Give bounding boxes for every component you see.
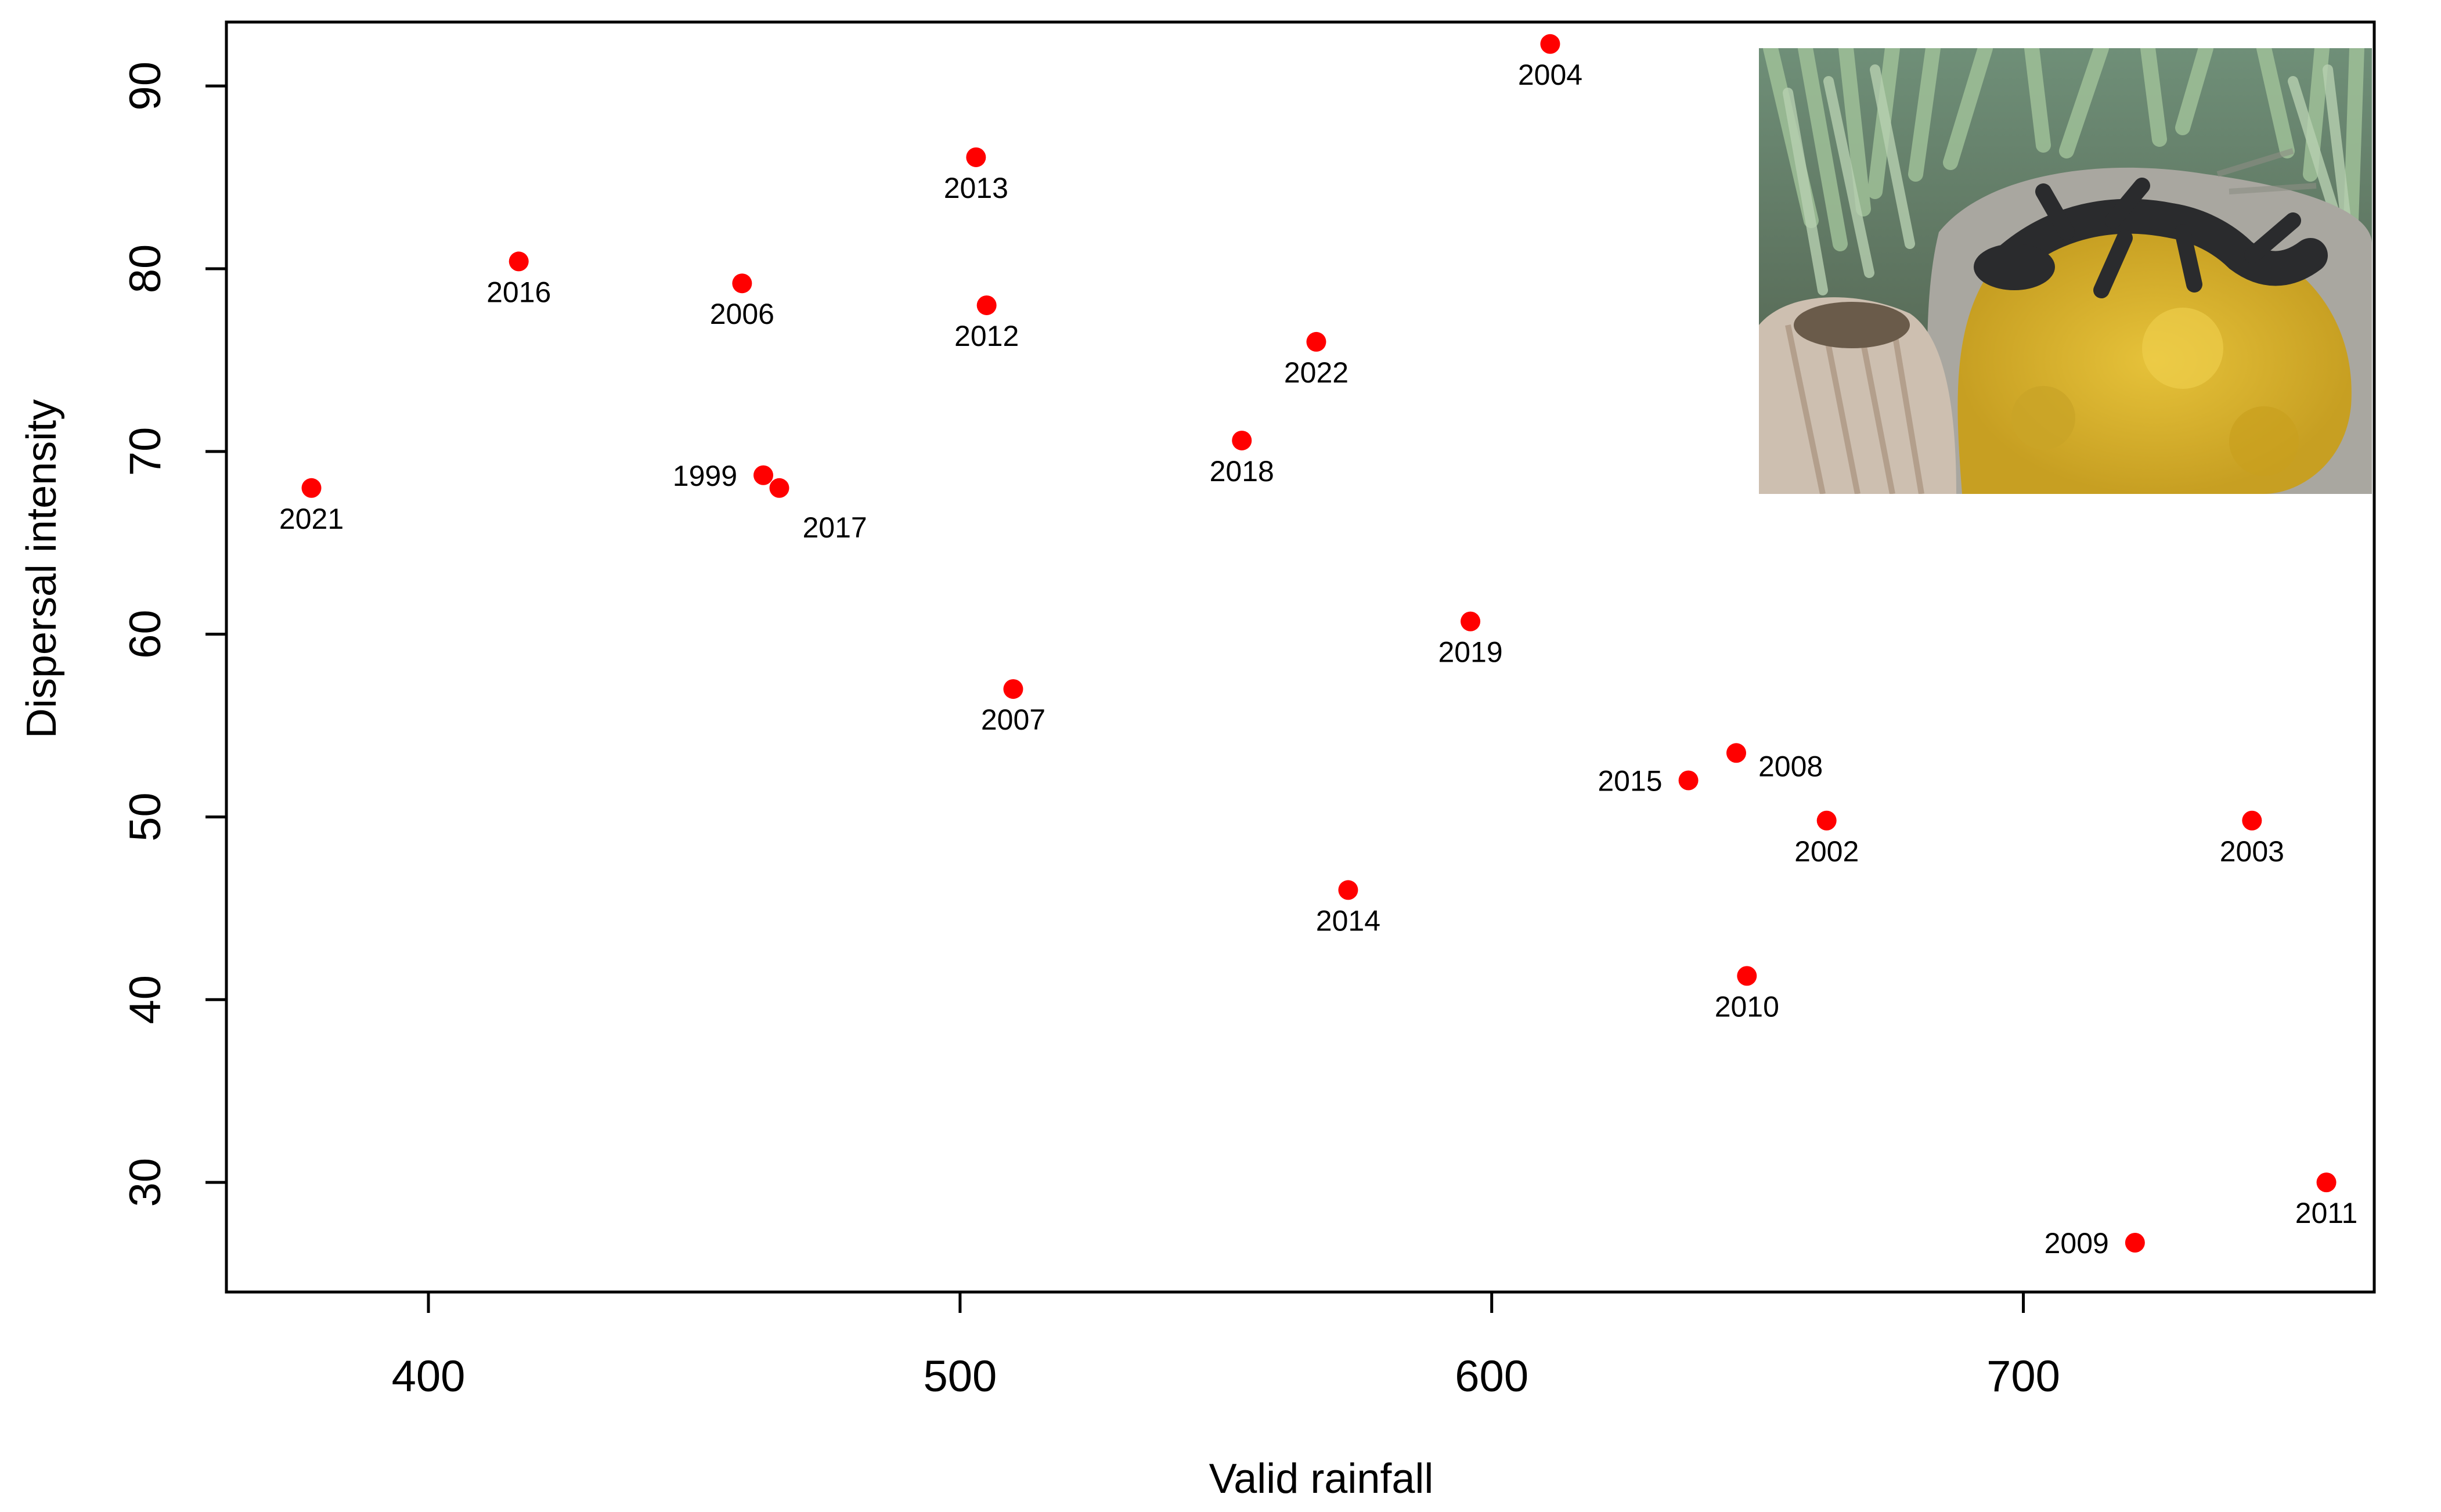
data-point-label: 2006	[710, 298, 774, 330]
data-point	[1816, 810, 1837, 831]
data-point	[2125, 1232, 2145, 1253]
data-point	[1726, 743, 1746, 763]
y-tick-label: 70	[121, 427, 170, 477]
data-point-label: 2018	[1210, 455, 1274, 488]
lizard-photo-inset	[1759, 48, 2372, 494]
data-point	[976, 295, 997, 315]
data-point	[966, 147, 986, 167]
data-point	[2316, 1172, 2337, 1193]
data-point-label: 2017	[802, 511, 867, 544]
data-point	[769, 478, 789, 498]
data-point-label: 2011	[2295, 1197, 2358, 1229]
data-point	[1232, 430, 1252, 450]
data-point-label: 2016	[486, 276, 551, 308]
x-tick-label: 400	[392, 1352, 466, 1401]
data-point	[1003, 679, 1023, 699]
data-point	[301, 478, 322, 498]
y-tick-label: 30	[121, 1158, 170, 1207]
data-point-label: 2010	[1715, 990, 1779, 1023]
y-tick-label: 40	[121, 975, 170, 1024]
data-point	[1338, 880, 1358, 900]
data-point	[1737, 966, 1757, 986]
data-point	[2242, 810, 2262, 831]
data-point	[732, 273, 752, 294]
data-point-label: 2013	[944, 172, 1008, 204]
x-tick-label: 600	[1455, 1352, 1528, 1401]
y-tick-label: 90	[121, 62, 170, 111]
data-point-label: 2021	[279, 503, 344, 535]
data-point-label: 1999	[673, 460, 737, 492]
data-point-label: 2004	[1518, 59, 1582, 91]
data-point	[1461, 611, 1481, 631]
data-point	[1678, 770, 1699, 791]
data-point-label: 2019	[1438, 636, 1502, 669]
data-point-label: 2022	[1284, 356, 1349, 389]
y-tick-label: 60	[121, 609, 170, 659]
data-point	[1540, 34, 1560, 54]
y-axis: 30 40 50 60 70 80 90	[121, 62, 228, 1207]
x-axis-title: Valid rainfall	[1209, 1456, 1434, 1502]
data-point-label: 2009	[2045, 1227, 2109, 1260]
y-axis-title: Dispersal intensity	[19, 399, 65, 738]
data-point-label: 2008	[1758, 750, 1823, 782]
data-point-label: 2014	[1316, 904, 1380, 937]
data-point	[753, 465, 773, 485]
data-point-label: 2015	[1598, 765, 1662, 798]
y-tick-label: 50	[121, 792, 170, 842]
data-point	[509, 251, 529, 272]
data-point-label: 2007	[981, 703, 1045, 736]
data-point-label: 2003	[2220, 835, 2284, 868]
data-point	[1306, 331, 1326, 352]
data-points	[301, 34, 2337, 1253]
data-point-label: 2002	[1794, 835, 1859, 868]
x-axis: 400 500 600 700	[392, 1290, 2060, 1401]
data-point-labels: 1999 2002 2003 2004 2006 2007 2008 2009 2010 2011…	[279, 59, 2357, 1260]
y-tick-label: 80	[121, 244, 170, 294]
x-tick-label: 500	[923, 1352, 997, 1401]
data-point-label: 2012	[954, 320, 1019, 352]
x-tick-label: 700	[1986, 1352, 2060, 1401]
